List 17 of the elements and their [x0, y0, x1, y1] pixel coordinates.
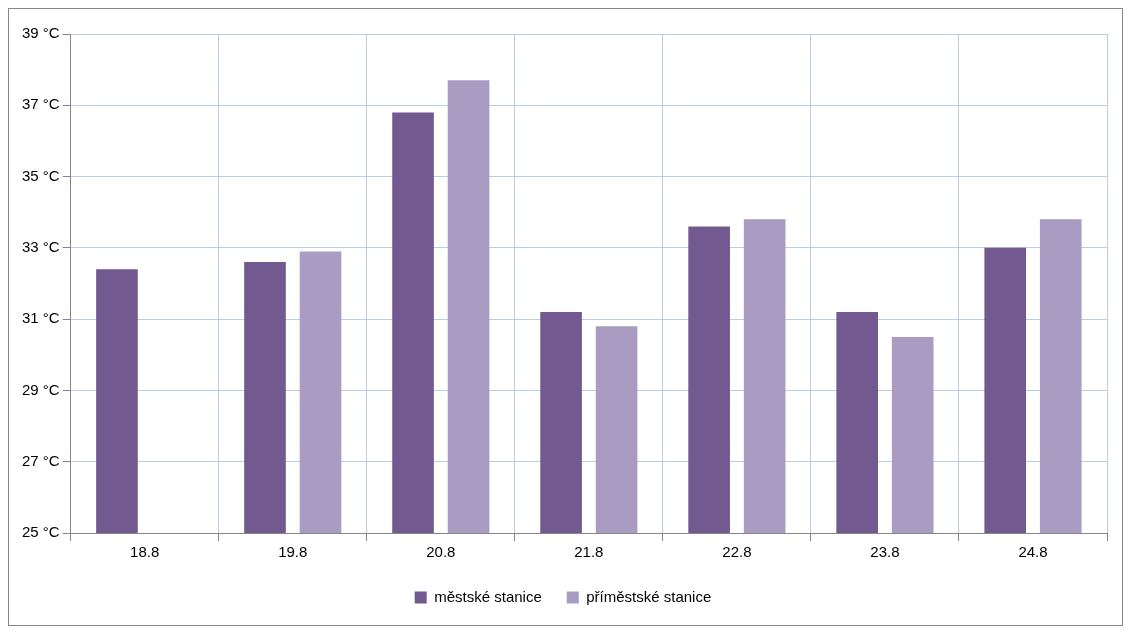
- y-tick-label: 29 °C: [22, 380, 60, 398]
- y-tick-label: 25 °C: [22, 523, 60, 541]
- y-tick-label: 31 °C: [22, 309, 60, 327]
- x-tick-label: 18.8: [130, 543, 160, 561]
- legend-label: příměstské stanice: [586, 587, 712, 605]
- y-tick-label: 33 °C: [22, 238, 60, 255]
- x-tick-label: 24.8: [1018, 543, 1048, 561]
- y-tick-label: 27 °C: [22, 451, 60, 469]
- x-tick-label: 22.8: [722, 543, 752, 561]
- x-tick-label: 19.8: [278, 543, 308, 561]
- y-tick-label: 39 °C: [22, 24, 60, 42]
- y-tick-label: 35 °C: [22, 166, 60, 184]
- x-tick-label: 21.8: [574, 543, 604, 561]
- legend-label: městské stanice: [434, 587, 542, 605]
- x-tick-label: 23.8: [870, 543, 900, 561]
- x-tick-label: 20.8: [426, 543, 456, 561]
- y-tick-label: 37 °C: [22, 95, 60, 113]
